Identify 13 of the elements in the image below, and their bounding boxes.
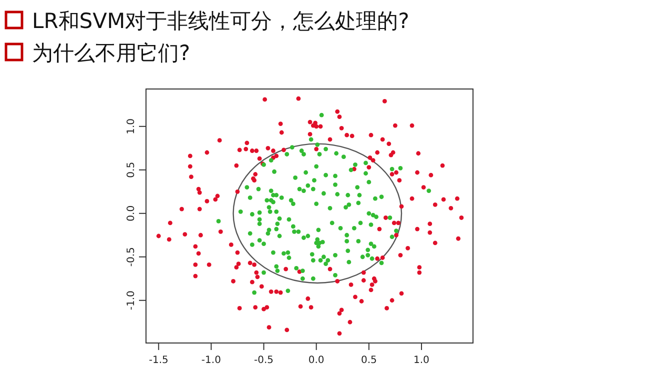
y-tick-label: -1.0 [126,290,137,310]
y-tick-label: 0.0 [126,205,137,222]
x-tick-label: -1.0 [201,355,221,366]
x-tick-label: 0.0 [308,355,324,366]
chart-title: LR和SVM对于非线性可分，怎么处理的? [32,9,410,33]
chart-subtitle: 为什么不用它们? [32,41,190,65]
x-tick-label: -1.5 [148,355,168,366]
x-tick-label: -0.5 [254,355,274,366]
x-tick-label: 1.0 [414,355,430,366]
y-tick-label: -0.5 [126,247,137,267]
y-tick-label: 1.0 [126,118,137,134]
x-tick-label: 0.5 [360,355,377,366]
y-tick-label: 0.5 [126,162,137,178]
